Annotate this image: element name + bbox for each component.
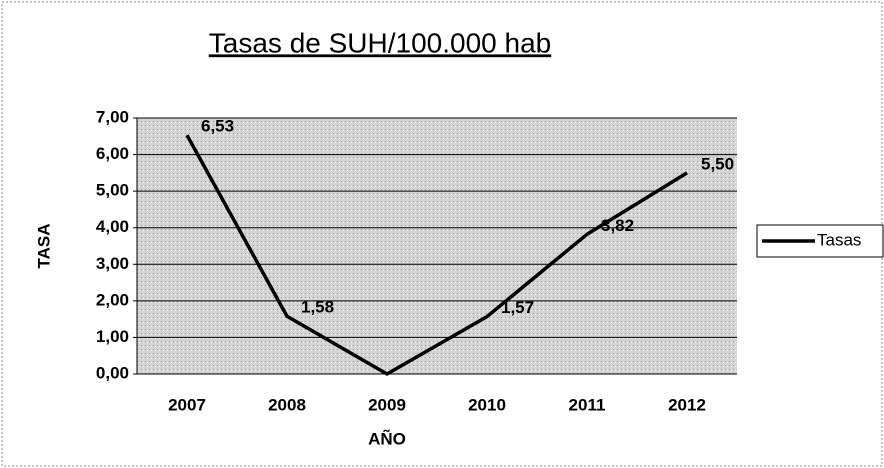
x-tick-label: 2011 [569, 395, 606, 414]
x-tick-label: 2009 [368, 395, 406, 414]
data-label: 1,58 [301, 298, 334, 317]
x-tick-label: 2008 [268, 395, 306, 414]
y-axis-title: TASA [34, 223, 53, 268]
y-tick-label: 0,00 [96, 363, 129, 382]
line-series [185, 134, 688, 376]
plot-area [137, 118, 737, 374]
chart-title: Tasas de SUH/100.000 hab [209, 27, 551, 58]
x-axis-title: AÑO [368, 428, 406, 448]
y-tick-label: 7,00 [96, 107, 129, 126]
x-tick-label: 2010 [468, 395, 506, 414]
data-label: 3,82 [601, 216, 634, 235]
y-tick-label: 5,00 [96, 181, 129, 200]
y-tick-label: 2,00 [96, 290, 129, 309]
y-tick-label: 3,00 [96, 254, 129, 273]
y-tick-label: 4,00 [96, 217, 129, 236]
data-label: 6,53 [201, 117, 234, 136]
legend-label: Tasas [817, 230, 861, 249]
x-tick-label: 2007 [168, 395, 206, 414]
data-label: 1,57 [501, 298, 534, 317]
data-label: 5,50 [701, 154, 734, 173]
y-tick-label: 1,00 [96, 327, 129, 346]
x-tick-label: 2012 [668, 395, 706, 414]
y-tick-label: 6,00 [96, 144, 129, 163]
